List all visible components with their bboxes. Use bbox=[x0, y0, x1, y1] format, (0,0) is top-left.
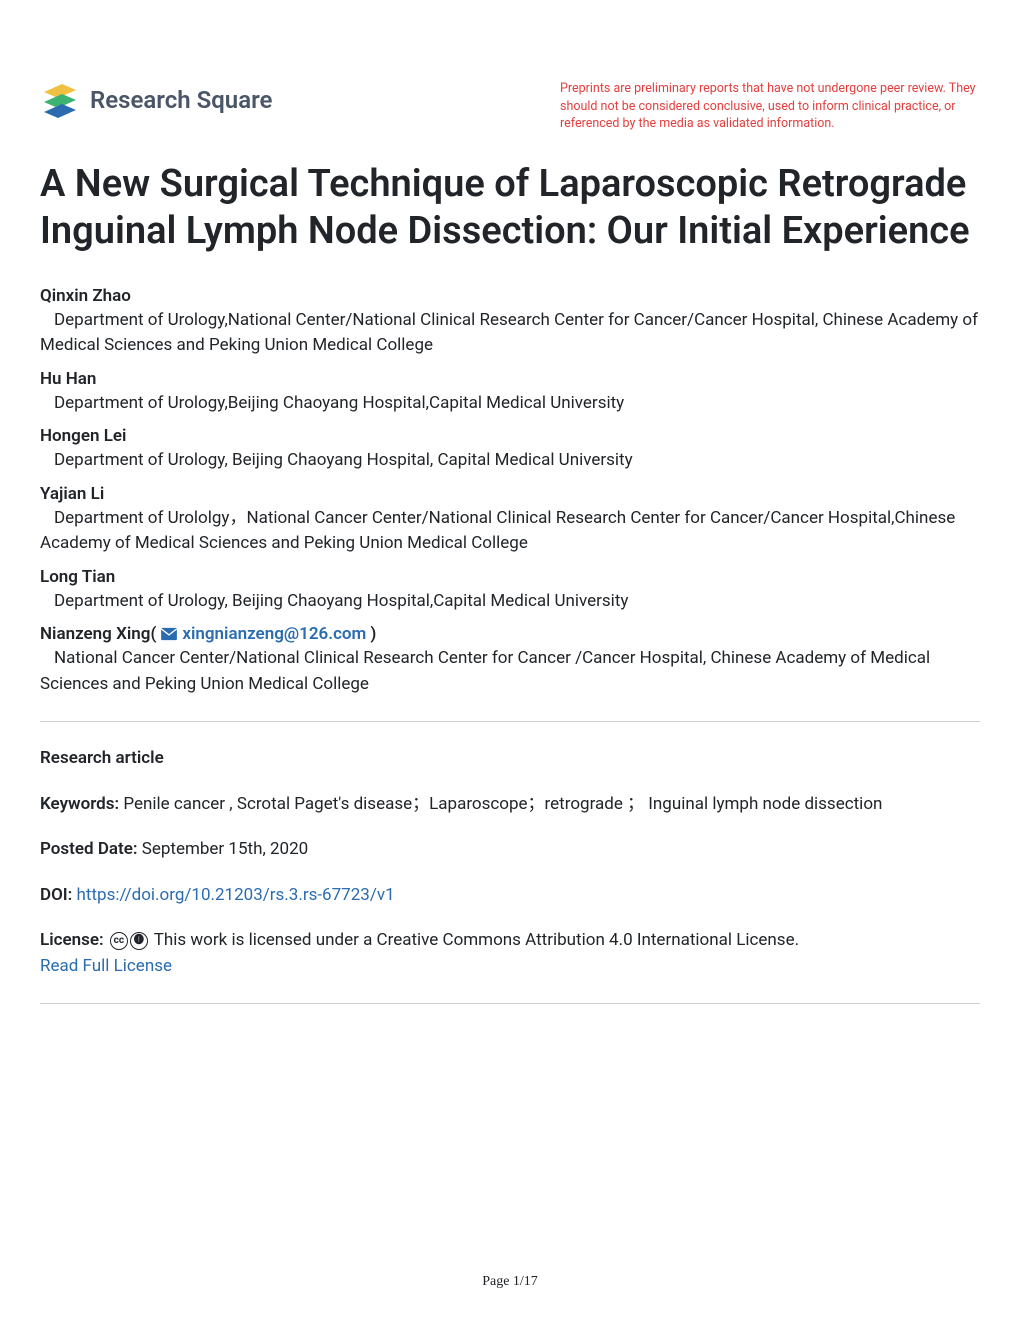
cc-icon: cc bbox=[110, 932, 128, 950]
doi-link[interactable]: https://doi.org/10.21203/rs.3.rs-67723/v… bbox=[77, 885, 395, 905]
author-affiliation: Department of Urology, Beijing Chaoyang … bbox=[40, 589, 980, 615]
preprint-disclaimer: Preprints are preliminary reports that h… bbox=[560, 80, 980, 133]
license-text: This work is licensed under a Creative C… bbox=[154, 930, 799, 950]
article-type-label: Research article bbox=[40, 748, 164, 768]
mail-icon bbox=[160, 627, 178, 641]
author-name: Hu Han bbox=[40, 369, 980, 389]
article-title: A New Surgical Technique of Laparoscopic… bbox=[40, 161, 980, 256]
author-affiliation: Department of Urololgy，National Cancer C… bbox=[40, 506, 980, 557]
posted-date-value: September 15th, 2020 bbox=[142, 839, 309, 859]
author-block: Nianzeng Xing ( xingnianzeng@126.com )Na… bbox=[40, 624, 980, 697]
author-block: Hu HanDepartment of Urology,Beijing Chao… bbox=[40, 369, 980, 417]
author-block: Hongen LeiDepartment of Urology, Beijing… bbox=[40, 426, 980, 474]
author-affiliation: National Cancer Center/National Clinical… bbox=[40, 646, 980, 697]
research-square-logo-icon bbox=[40, 80, 80, 120]
keywords-text: Penile cancer , Scrotal Paget's disease；… bbox=[123, 794, 882, 814]
license-label: License: bbox=[40, 930, 104, 950]
author-name: Hongen Lei bbox=[40, 426, 980, 446]
keywords-label: Keywords: bbox=[40, 794, 119, 814]
keywords-line: Keywords: Penile cancer , Scrotal Paget'… bbox=[40, 792, 980, 818]
author-block: Yajian LiDepartment of Urololgy，National… bbox=[40, 484, 980, 557]
doi-label: DOI: bbox=[40, 885, 72, 905]
author-block: Qinxin ZhaoDepartment of Urology,Nationa… bbox=[40, 286, 980, 359]
header-row: Research Square Preprints are preliminar… bbox=[40, 80, 980, 133]
author-email[interactable]: xingnianzeng@126.com bbox=[182, 624, 366, 644]
author-affiliation: Department of Urology,Beijing Chaoyang H… bbox=[40, 391, 980, 417]
logo-text: Research Square bbox=[90, 86, 272, 114]
author-name: Qinxin Zhao bbox=[40, 286, 980, 306]
cc-icons: cc 🅘 bbox=[110, 932, 148, 950]
author-block: Long TianDepartment of Urology, Beijing … bbox=[40, 567, 980, 615]
authors-list: Qinxin ZhaoDepartment of Urology,Nationa… bbox=[40, 286, 980, 698]
author-name: Yajian Li bbox=[40, 484, 980, 504]
posted-date-label: Posted Date: bbox=[40, 839, 138, 859]
divider bbox=[40, 1003, 980, 1004]
page-number: Page 1/17 bbox=[0, 1274, 1020, 1290]
license-link[interactable]: Read Full License bbox=[40, 956, 172, 976]
article-type: Research article bbox=[40, 746, 980, 772]
divider bbox=[40, 721, 980, 722]
doi-line: DOI: https://doi.org/10.21203/rs.3.rs-67… bbox=[40, 883, 980, 909]
license-line: License: cc 🅘 This work is licensed unde… bbox=[40, 928, 980, 979]
cc-by-icon: 🅘 bbox=[130, 932, 148, 950]
author-affiliation: Department of Urology, Beijing Chaoyang … bbox=[40, 448, 980, 474]
author-affiliation: Department of Urology,National Center/Na… bbox=[40, 308, 980, 359]
author-name: Nianzeng Xing ( xingnianzeng@126.com ) bbox=[40, 624, 980, 644]
posted-date-line: Posted Date: September 15th, 2020 bbox=[40, 837, 980, 863]
author-name: Long Tian bbox=[40, 567, 980, 587]
logo-block: Research Square bbox=[40, 80, 272, 120]
